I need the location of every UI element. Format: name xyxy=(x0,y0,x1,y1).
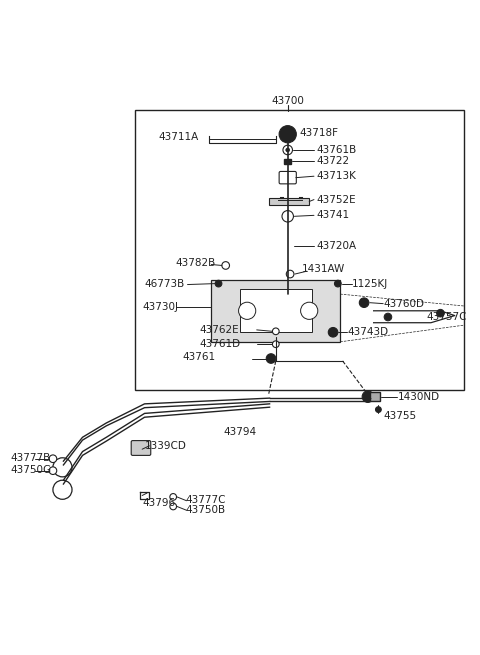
Circle shape xyxy=(279,126,296,143)
Circle shape xyxy=(362,391,373,402)
Circle shape xyxy=(384,313,392,321)
Circle shape xyxy=(53,480,72,499)
FancyBboxPatch shape xyxy=(131,441,151,455)
Text: 43722: 43722 xyxy=(316,157,349,166)
Circle shape xyxy=(335,280,341,287)
FancyBboxPatch shape xyxy=(279,172,296,184)
Text: 43730J: 43730J xyxy=(142,303,178,312)
Circle shape xyxy=(360,298,369,307)
Circle shape xyxy=(49,455,57,462)
Text: 43713K: 43713K xyxy=(316,171,356,181)
Circle shape xyxy=(282,210,293,222)
Text: 46773B: 46773B xyxy=(144,278,185,289)
Circle shape xyxy=(239,302,256,320)
Text: 43755: 43755 xyxy=(383,411,416,421)
Polygon shape xyxy=(211,280,340,342)
Circle shape xyxy=(300,302,318,320)
Text: 43750G: 43750G xyxy=(11,464,52,475)
Circle shape xyxy=(273,328,279,335)
Text: 1430ND: 1430ND xyxy=(397,392,440,402)
Circle shape xyxy=(266,354,276,364)
Circle shape xyxy=(49,467,57,474)
Text: 43760D: 43760D xyxy=(383,299,424,309)
Circle shape xyxy=(283,145,292,155)
Text: 43752E: 43752E xyxy=(316,195,356,204)
Polygon shape xyxy=(240,290,312,332)
Text: 43720A: 43720A xyxy=(316,242,357,252)
Text: 43777B: 43777B xyxy=(11,453,51,463)
Text: 43750B: 43750B xyxy=(185,505,225,515)
Text: 43761B: 43761B xyxy=(316,145,357,155)
Polygon shape xyxy=(269,198,309,205)
Text: 43761D: 43761D xyxy=(199,339,240,349)
Text: 43794: 43794 xyxy=(223,428,257,438)
Text: 1339CD: 1339CD xyxy=(144,441,186,451)
Circle shape xyxy=(273,341,279,348)
Text: 43718F: 43718F xyxy=(300,128,339,138)
Text: 43796: 43796 xyxy=(142,498,175,508)
Circle shape xyxy=(375,407,381,413)
Text: 43711A: 43711A xyxy=(159,132,199,141)
Text: 43757C: 43757C xyxy=(426,312,467,322)
Circle shape xyxy=(215,280,222,287)
Text: 43743D: 43743D xyxy=(348,328,388,337)
Text: 1125KJ: 1125KJ xyxy=(352,278,388,289)
Circle shape xyxy=(222,261,229,269)
Text: 43741: 43741 xyxy=(316,210,349,220)
Circle shape xyxy=(170,503,177,510)
Text: 1431AW: 1431AW xyxy=(302,264,345,274)
Circle shape xyxy=(437,309,444,317)
Bar xyxy=(370,392,380,402)
Text: 43761: 43761 xyxy=(183,352,216,362)
Text: 43700: 43700 xyxy=(271,96,304,106)
Circle shape xyxy=(53,458,72,477)
Circle shape xyxy=(170,494,177,500)
Text: 43777C: 43777C xyxy=(185,495,226,505)
Circle shape xyxy=(286,148,289,152)
Circle shape xyxy=(328,328,338,337)
Bar xyxy=(284,159,291,164)
Text: 43782B: 43782B xyxy=(176,258,216,268)
Circle shape xyxy=(286,271,294,278)
Text: 43762E: 43762E xyxy=(199,325,239,335)
